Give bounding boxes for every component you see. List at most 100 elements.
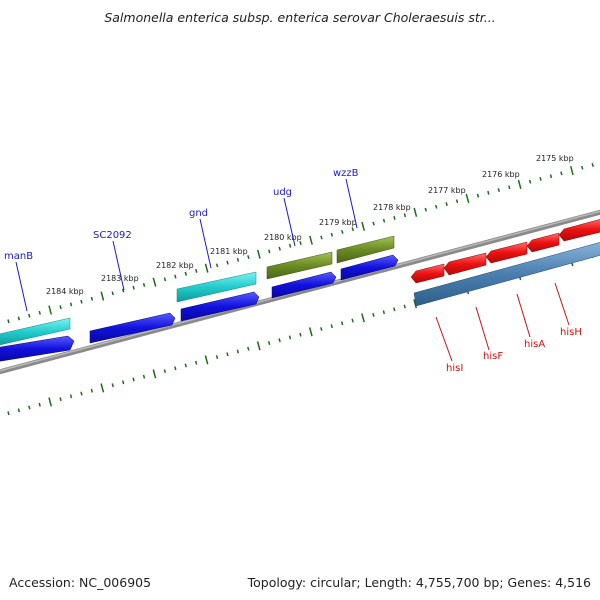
scale-tick bbox=[393, 216, 396, 220]
gene-feature-blue[interactable] bbox=[271, 271, 337, 299]
gene-feature-blue[interactable] bbox=[180, 291, 260, 322]
gene-feature-olive[interactable] bbox=[266, 251, 333, 280]
scale-tick bbox=[48, 397, 53, 407]
scale-tick bbox=[184, 271, 188, 276]
scale-tick bbox=[382, 310, 386, 315]
scale-tick bbox=[163, 369, 167, 373]
gene-feature-red[interactable] bbox=[410, 263, 445, 284]
scale-label: 2179 kbp bbox=[319, 218, 357, 227]
leader-lines-forward bbox=[15, 178, 358, 312]
accession-label: Accession: NC_006905 bbox=[9, 575, 152, 590]
gene-label-hisA[interactable]: hisA bbox=[524, 339, 545, 350]
scale-tick bbox=[299, 332, 302, 337]
scale-tick bbox=[403, 213, 407, 218]
scale-tick bbox=[445, 202, 448, 206]
scale-tick bbox=[539, 177, 542, 181]
gene-feature-cyan[interactable] bbox=[0, 317, 71, 346]
scale-tick bbox=[226, 352, 229, 357]
scale-tick bbox=[278, 338, 281, 343]
gene-feature-blue[interactable] bbox=[340, 254, 399, 281]
scale-tick bbox=[17, 408, 21, 413]
scale-tick bbox=[28, 405, 31, 410]
scale-tick bbox=[226, 260, 229, 265]
scale-tick bbox=[142, 283, 146, 287]
scale-tick bbox=[256, 341, 261, 351]
scale-tick bbox=[174, 366, 177, 371]
gene-label-hisH[interactable]: hisH bbox=[560, 327, 582, 338]
scale-tick bbox=[184, 363, 187, 368]
gene-feature-red[interactable] bbox=[485, 241, 528, 264]
scale-tick bbox=[204, 355, 209, 365]
scale-tick bbox=[142, 374, 146, 379]
gene-feature-blue[interactable] bbox=[0, 335, 75, 362]
scale-tick bbox=[508, 185, 511, 190]
scale-tick bbox=[549, 174, 553, 179]
leader-lines-reverse bbox=[435, 282, 570, 362]
scale-tick bbox=[361, 313, 365, 323]
scale-tick bbox=[236, 349, 240, 354]
genome-backbone bbox=[0, 209, 600, 375]
gene-feature-cyan[interactable] bbox=[176, 271, 257, 303]
gene-feature-blue[interactable] bbox=[89, 312, 176, 344]
scale-tick bbox=[413, 299, 418, 309]
gene-feature-red[interactable] bbox=[558, 218, 600, 242]
scale-tick bbox=[152, 369, 157, 379]
gene-feature-olive[interactable] bbox=[336, 235, 395, 264]
scale-tick bbox=[351, 318, 354, 323]
scale-tick bbox=[256, 249, 261, 259]
scale-tick bbox=[152, 277, 157, 287]
gene-label-udg[interactable]: udg bbox=[273, 187, 292, 198]
scale-tick bbox=[69, 394, 73, 399]
scale-tick bbox=[434, 204, 438, 209]
scale-tick bbox=[372, 221, 375, 226]
scale-tick bbox=[90, 388, 94, 393]
scale-tick bbox=[132, 377, 135, 382]
scale-tick bbox=[247, 255, 250, 260]
scale-tick bbox=[487, 190, 490, 195]
scale-tick bbox=[80, 299, 83, 304]
scale-tick bbox=[288, 243, 292, 248]
gene-label-gnd[interactable]: gnd bbox=[189, 208, 208, 219]
scale-tick bbox=[320, 327, 323, 331]
scale-tick bbox=[59, 397, 62, 402]
scale-tick bbox=[330, 232, 334, 237]
scale-tick bbox=[560, 171, 563, 176]
gene-feature-red[interactable] bbox=[526, 232, 560, 253]
scale-tick bbox=[351, 227, 354, 232]
scale-tick bbox=[7, 411, 10, 416]
gene-label-SC2092[interactable]: SC2092 bbox=[93, 230, 132, 241]
scale-tick bbox=[413, 207, 418, 217]
scale-tick bbox=[69, 302, 73, 307]
gene-label-manB[interactable]: manB bbox=[4, 251, 33, 262]
scale-tick bbox=[194, 360, 198, 365]
scale-tick bbox=[90, 296, 94, 301]
gene-label-wzzB[interactable]: wzzB bbox=[333, 168, 359, 179]
scale-label: 2175 kbp bbox=[536, 154, 574, 163]
gene-feature-steel[interactable] bbox=[413, 241, 600, 307]
scale-label: 2178 kbp bbox=[373, 203, 411, 212]
scale-tick bbox=[309, 235, 313, 245]
scale-tick bbox=[174, 274, 177, 279]
scale-label: 2184 kbp bbox=[46, 287, 84, 296]
scale-tick bbox=[581, 165, 584, 170]
scale-tick bbox=[340, 321, 344, 326]
gene-feature-red[interactable] bbox=[443, 252, 487, 276]
scale-tick bbox=[320, 235, 323, 240]
scale-tick bbox=[38, 310, 41, 315]
scale-tick bbox=[204, 263, 209, 273]
scale-tick bbox=[268, 249, 271, 254]
scale-tick bbox=[403, 304, 406, 309]
scale-tick bbox=[163, 277, 167, 282]
scale-tick bbox=[497, 188, 501, 193]
scale-tick bbox=[121, 380, 125, 385]
scale-tick bbox=[528, 179, 532, 184]
scale-tick bbox=[361, 221, 366, 231]
gene-label-hisI[interactable]: hisI bbox=[446, 363, 463, 374]
scale-tick bbox=[591, 162, 594, 167]
scale-tick bbox=[195, 269, 198, 273]
scale-tick bbox=[278, 246, 281, 251]
scale-tick bbox=[393, 307, 396, 312]
gene-label-hisF[interactable]: hisF bbox=[483, 351, 503, 362]
scale-tick bbox=[7, 319, 10, 324]
